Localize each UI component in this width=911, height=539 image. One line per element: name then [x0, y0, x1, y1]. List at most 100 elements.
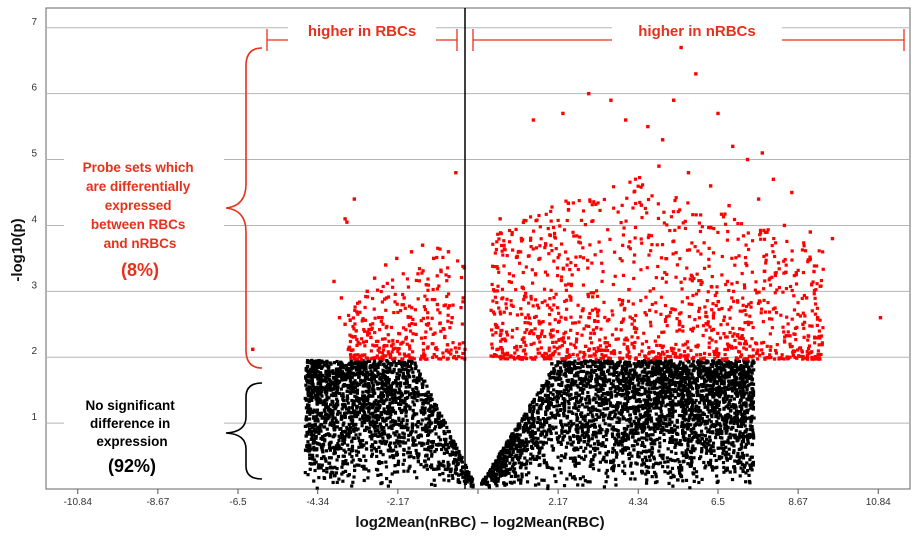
non-significant-point	[713, 454, 716, 457]
non-significant-point	[721, 447, 724, 450]
non-significant-point	[559, 373, 562, 376]
non-significant-point	[509, 467, 512, 470]
non-significant-point	[546, 484, 549, 487]
non-significant-point	[356, 372, 359, 375]
non-significant-point	[498, 453, 501, 456]
non-significant-point	[693, 480, 696, 483]
non-significant-point	[684, 381, 687, 384]
non-significant-point	[558, 392, 561, 395]
non-significant-point	[652, 361, 655, 364]
non-significant-point	[651, 451, 654, 454]
non-significant-point	[512, 437, 515, 440]
non-significant-point	[642, 421, 645, 424]
non-significant-point	[586, 480, 589, 483]
non-significant-point	[624, 371, 627, 374]
non-significant-point	[398, 440, 401, 443]
non-significant-point	[509, 447, 512, 450]
non-significant-point	[413, 470, 416, 473]
non-significant-point	[706, 405, 709, 408]
non-significant-point	[702, 389, 705, 392]
non-significant-point	[304, 449, 307, 452]
non-significant-point	[430, 455, 433, 458]
non-significant-point	[430, 393, 433, 396]
non-significant-point	[744, 446, 747, 449]
non-significant-point	[520, 464, 523, 467]
non-significant-point	[697, 373, 700, 376]
non-significant-point	[504, 444, 507, 447]
non-significant-point	[505, 468, 508, 471]
non-significant-point	[641, 441, 644, 444]
non-significant-point	[583, 424, 586, 427]
non-significant-point	[579, 377, 582, 380]
non-significant-point	[391, 382, 394, 385]
non-significant-point	[579, 477, 582, 480]
non-significant-point	[745, 405, 748, 408]
non-significant-point	[534, 484, 537, 487]
non-significant-point	[573, 475, 576, 478]
non-significant-point	[542, 454, 545, 457]
non-significant-point	[537, 416, 540, 419]
non-significant-point	[573, 360, 576, 363]
non-significant-point	[384, 460, 387, 463]
non-significant-point	[394, 412, 397, 415]
non-significant-point	[304, 471, 307, 474]
non-significant-point	[387, 449, 390, 452]
non-significant-point	[449, 470, 452, 473]
non-significant-point	[502, 449, 505, 452]
non-significant-point	[564, 423, 567, 426]
non-significant-point	[729, 436, 732, 439]
non-significant-point	[686, 405, 689, 408]
non-significant-point	[733, 467, 736, 470]
non-significant-point	[633, 477, 636, 480]
non-significant-point	[559, 408, 562, 411]
non-significant-point	[582, 370, 585, 373]
non-significant-point	[587, 430, 590, 433]
non-significant-point	[613, 443, 616, 446]
non-significant-point	[680, 466, 683, 469]
non-significant-point	[682, 435, 685, 438]
non-significant-point	[750, 387, 753, 390]
non-significant-point	[682, 407, 685, 410]
non-significant-point	[653, 391, 656, 394]
non-significant-point	[652, 386, 655, 389]
non-significant-point	[600, 372, 603, 375]
non-significant-point	[343, 383, 346, 386]
non-significant-point	[703, 445, 706, 448]
non-significant-point	[674, 452, 677, 455]
non-significant-point	[365, 427, 368, 430]
non-significant-point	[435, 443, 438, 446]
non-significant-point	[335, 379, 338, 382]
non-significant-point	[619, 401, 622, 404]
non-significant-point	[750, 364, 753, 367]
non-significant-point	[364, 366, 367, 369]
non-significant-point	[427, 429, 430, 432]
non-significant-point	[409, 455, 412, 458]
non-significant-point	[330, 456, 333, 459]
non-significant-point	[370, 434, 373, 437]
non-significant-point	[684, 439, 687, 442]
non-significant-point	[358, 363, 361, 366]
non-significant-point	[341, 392, 344, 395]
non-significant-point	[556, 400, 559, 403]
non-significant-point	[361, 406, 364, 409]
non-significant-point	[325, 398, 328, 401]
non-significant-point	[589, 460, 592, 463]
non-significant-point	[313, 388, 316, 391]
non-significant-point	[625, 427, 628, 430]
non-significant-point	[712, 411, 715, 414]
non-significant-point	[586, 371, 589, 374]
non-significant-point	[309, 361, 312, 364]
non-significant-point	[731, 403, 734, 406]
non-significant-point	[626, 406, 629, 409]
non-significant-point	[539, 407, 542, 410]
non-significant-point	[532, 420, 535, 423]
non-significant-point	[621, 407, 624, 410]
non-significant-point	[442, 478, 445, 481]
non-significant-point	[413, 444, 416, 447]
non-significant-point	[740, 422, 743, 425]
non-significant-point	[548, 377, 551, 380]
non-significant-point	[707, 402, 710, 405]
non-significant-point	[323, 361, 326, 364]
non-significant-point	[308, 427, 311, 430]
non-significant-point	[423, 448, 426, 451]
